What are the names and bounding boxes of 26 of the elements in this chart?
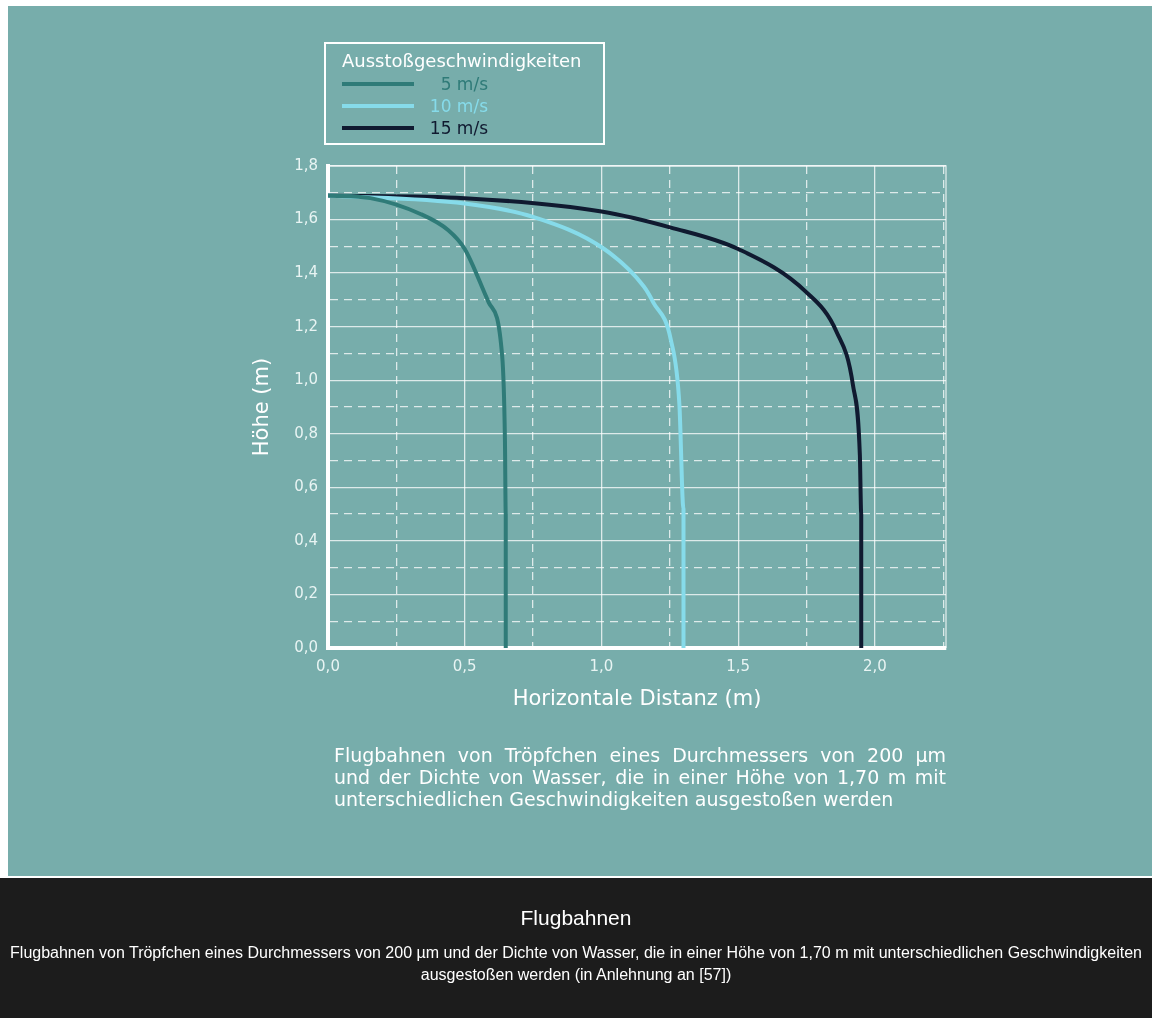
y-tick-label: 0,6	[294, 477, 318, 496]
x-tick-label: 0,5	[452, 656, 477, 675]
text: Flugbahnen von Tröpfchen eines Durchmessers von 200 µm und der Dichte von Wasser, die in einer Höhe von 1,70 m mit unterschiedlichen Geschwindigkeiten ausgestoßen werden (in Anlehnung an [57])	[9, 943, 1143, 985]
x-tick-label: 1,0	[589, 656, 614, 675]
y-tick-label: 0,2	[294, 584, 318, 603]
x-tick-label: 2,0	[862, 656, 887, 675]
y-tick-label: 1,6	[294, 209, 318, 228]
y-tick-label: 0,4	[294, 530, 318, 549]
y-axis-title: Höhe (m)	[249, 357, 274, 457]
x-tick-label: 1,5	[726, 656, 751, 675]
line-series	[328, 193, 864, 648]
legend-label: 5 m/s	[439, 74, 488, 94]
legend-title: Ausstoßgeschwindigkeiten	[342, 50, 582, 71]
y-tick-label: 0,8	[294, 423, 318, 442]
x-tick-label: 0,0	[316, 656, 340, 675]
y-tick-label: 1,8	[294, 155, 318, 174]
y-tick-label: 1,0	[294, 370, 318, 389]
x-axis-title: Horizontale Distanz (m)	[512, 685, 762, 710]
y-tick-label: 1,2	[294, 316, 318, 335]
text: Flugbahnen	[519, 906, 633, 930]
text: Flugbahnen von Tröpfchen eines Durchmessers von 200 µm und der Dichte von Wasser, die in einer Höhe von 1,70 m mit unterschiedlichen Geschwindigkeiten ausgestoßen werden	[334, 744, 946, 810]
legend-label: 15 m/s	[428, 118, 488, 138]
line-series	[328, 193, 508, 648]
y-tick-label: 0,0	[294, 637, 318, 656]
y-tick-label: 1,4	[294, 263, 318, 281]
legend-label: 10 m/s	[428, 96, 488, 116]
